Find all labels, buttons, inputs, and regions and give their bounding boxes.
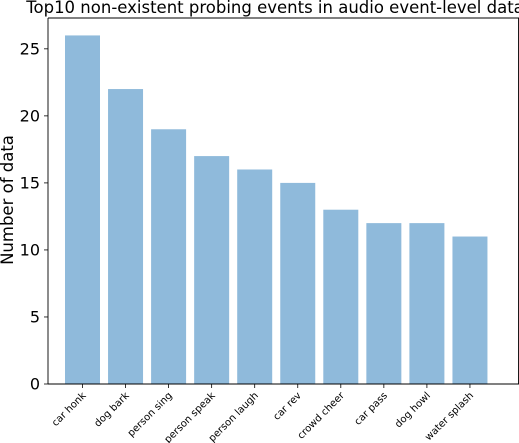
y-tick-label: 0 <box>30 375 40 394</box>
x-tick-label: dog howl <box>393 390 433 430</box>
y-tick-label: 5 <box>30 307 40 326</box>
y-tick-label: 10 <box>20 240 40 259</box>
y-axis-label: Number of data <box>0 135 17 265</box>
bar-crowd-cheer <box>323 209 359 384</box>
y-tick-label: 15 <box>20 173 40 192</box>
bar-dog-howl <box>409 223 445 384</box>
bars-group <box>65 35 488 385</box>
y-tick-label: 25 <box>20 39 40 58</box>
x-tick-label: crowd cheer <box>296 390 348 442</box>
bar-dog-bark <box>108 89 144 385</box>
bar-water-splash <box>452 236 488 384</box>
bar-car-rev <box>280 182 316 384</box>
bar-person-laugh <box>237 169 273 384</box>
y-tick-label: 20 <box>20 106 40 125</box>
chart-title: Top10 non-existent probing events in aud… <box>25 0 519 17</box>
bar-person-sing <box>151 129 187 384</box>
x-tick-label: car pass <box>353 390 390 427</box>
x-tick-label: dog bark <box>93 390 132 429</box>
bar-car-honk <box>65 35 100 385</box>
bar-person-speak <box>194 156 230 384</box>
x-tick-label: car rev <box>271 390 303 422</box>
x-tick-label: car honk <box>50 390 89 429</box>
bar-car-pass <box>366 223 402 384</box>
y-ticks-group: 0 5 10 15 20 25 <box>20 39 48 394</box>
